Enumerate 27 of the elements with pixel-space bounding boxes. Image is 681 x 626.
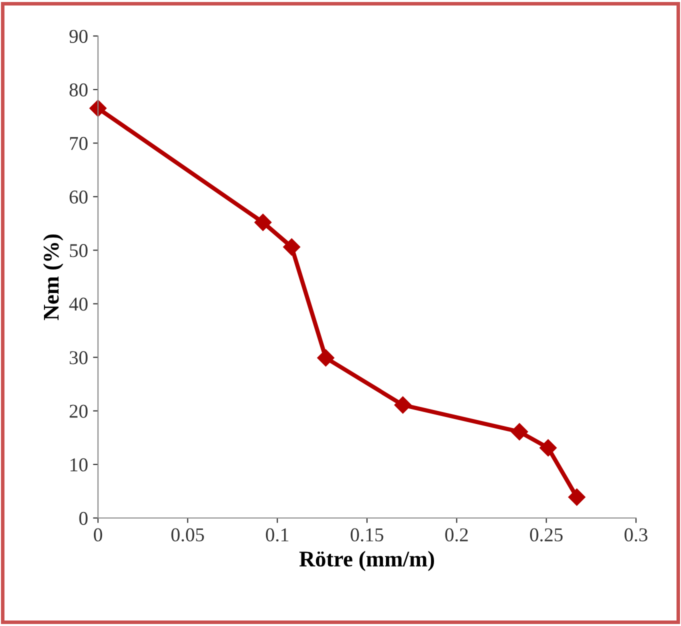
y-tick-label: 30 <box>70 351 88 364</box>
point <box>540 439 557 456</box>
y-tick-label: 40 <box>69 298 88 311</box>
y-tick-label: 20 <box>70 404 88 418</box>
y-axis-title: Nem (%) <box>43 234 64 320</box>
point <box>254 214 272 231</box>
point <box>283 238 300 256</box>
y-tick-label: 60 <box>70 190 88 204</box>
x-axis-title: Rötre (mm/m) <box>299 550 434 572</box>
x-tick-label: 0.2 <box>445 528 468 542</box>
y-tick-label: 80 <box>70 83 88 96</box>
point <box>394 396 412 414</box>
x-tick-label: 0.05 <box>171 528 204 542</box>
x-tick-label: 0.15 <box>350 528 384 542</box>
point <box>568 488 586 506</box>
y-tick-label: 90 <box>69 30 88 43</box>
x-tick-label: 0 <box>94 528 102 542</box>
y-tick-label: 50 <box>70 244 88 258</box>
point <box>89 100 107 117</box>
y-tick-label: 70 <box>70 136 88 150</box>
point <box>317 349 334 366</box>
x-tick-label: 0.3 <box>624 528 648 542</box>
x-tick-label: 0.25 <box>530 528 563 542</box>
x-tick-label: 0.1 <box>266 528 288 542</box>
y-tick-label: 10 <box>70 458 88 472</box>
point <box>510 423 528 440</box>
y-tick-label: 0 <box>79 512 88 525</box>
